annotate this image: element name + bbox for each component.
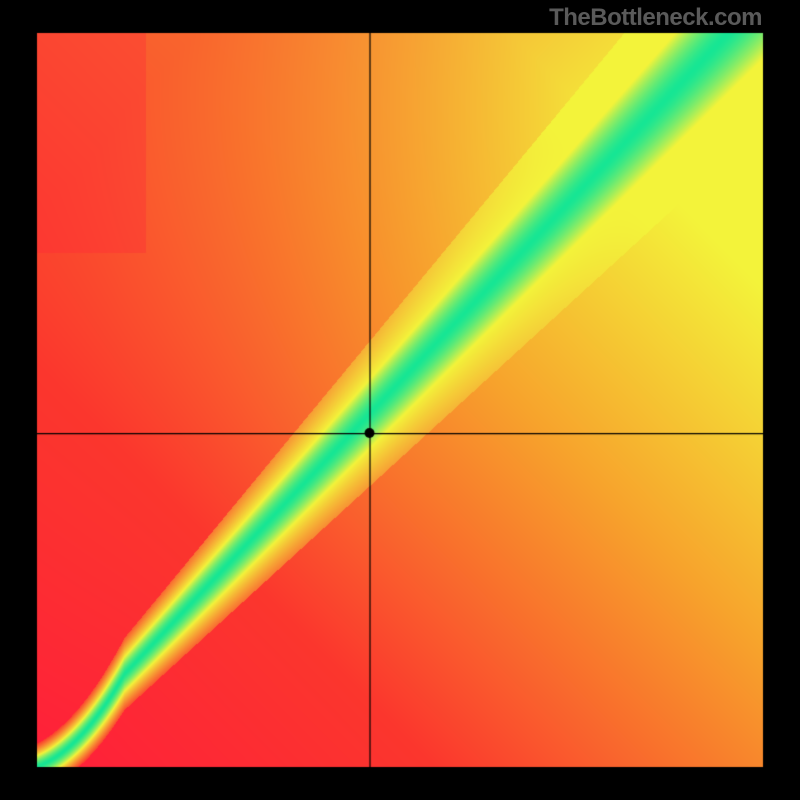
bottleneck-heatmap: TheBottleneck.com (0, 0, 800, 800)
watermark-text: TheBottleneck.com (549, 4, 762, 32)
heatmap-canvas (0, 0, 800, 800)
